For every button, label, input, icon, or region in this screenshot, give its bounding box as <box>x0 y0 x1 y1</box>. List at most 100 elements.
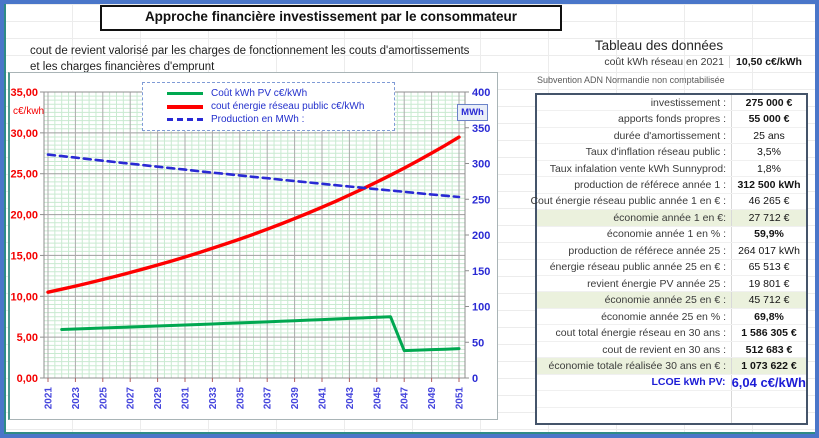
chart-legend: Coût kWh PV c€/kWh cout énergie réseau p… <box>142 82 395 131</box>
row-value[interactable]: 512 683 € <box>745 343 793 356</box>
row-label[interactable]: économie année 1 en % : <box>537 226 732 243</box>
table-note: Subvention ADN Normandie non comptabilis… <box>537 75 725 85</box>
table-row: apports fonds propres : 55 000 € <box>537 111 806 128</box>
row-value[interactable]: 45 712 € <box>748 294 790 307</box>
table-row: énergie réseau public année 25 en € : 65 … <box>537 259 806 276</box>
svg-text:2027: 2027 <box>126 387 137 410</box>
row-label[interactable]: coût kWh réseau en 2021 <box>535 55 730 68</box>
svg-text:50: 50 <box>472 337 484 349</box>
legend-line-blue-dashed-icon <box>167 118 203 121</box>
table-row: durée d'amortissement : 25 ans <box>537 127 806 145</box>
row-label[interactable]: Taux d'inflation réseau public : <box>537 144 732 160</box>
table-row: production de référece année 25 : 264 017… <box>537 243 806 260</box>
row-value[interactable]: 25 ans <box>753 129 785 142</box>
svg-text:100: 100 <box>472 302 490 314</box>
svg-text:350: 350 <box>472 123 490 135</box>
svg-text:5,00: 5,00 <box>17 332 38 344</box>
row-label[interactable]: apports fonds propres : <box>537 111 732 127</box>
row-label[interactable]: Cout énergie réseau public année 1 en € … <box>530 193 732 210</box>
table-row: cout total énergie réseau en 30 ans : 1 5… <box>537 325 806 342</box>
svg-text:0: 0 <box>472 373 478 385</box>
row-value[interactable]: 264 017 kWh <box>738 244 800 257</box>
table-row <box>537 407 806 424</box>
left-axis-unit-label: c€/kwh <box>13 106 45 117</box>
row-value[interactable]: 10,50 c€/kWh <box>736 55 802 68</box>
svg-text:2025: 2025 <box>98 387 109 410</box>
row-label[interactable]: durée d'amortissement : <box>537 127 732 144</box>
svg-text:2029: 2029 <box>153 387 164 410</box>
svg-text:2041: 2041 <box>318 387 329 410</box>
row-value[interactable]: 59,9% <box>754 228 784 241</box>
row-value[interactable]: 55 000 € <box>748 113 790 126</box>
legend-label-production: Production en MWh : <box>211 114 305 125</box>
row-value[interactable] <box>732 408 806 423</box>
table-title: Tableau des données <box>594 38 724 53</box>
row-value[interactable] <box>732 391 806 406</box>
row-label[interactable]: cout de revient en 30 ans : <box>537 341 732 358</box>
table-header-row: coût kWh réseau en 2021 10,50 c€/kWh <box>535 53 808 70</box>
table-row: Taux d'inflation réseau public : 3,5% <box>537 144 806 161</box>
svg-text:2035: 2035 <box>235 387 246 410</box>
row-label[interactable]: Taux infalation vente kWh Sunnyprod: <box>537 160 732 177</box>
row-value[interactable]: 27 712 € <box>748 211 790 224</box>
svg-text:15,00: 15,00 <box>10 250 38 262</box>
table-row: production de référece année 1 : 312 500 … <box>537 177 806 194</box>
svg-text:2037: 2037 <box>263 387 274 410</box>
row-value[interactable]: 275 000 € <box>745 96 793 109</box>
row-label[interactable]: économie année 25 en € : <box>537 292 732 308</box>
svg-text:400: 400 <box>472 87 490 99</box>
svg-text:2021: 2021 <box>44 387 55 410</box>
row-label[interactable]: économie totale réalisée 30 ans en € : <box>537 358 732 374</box>
table-row <box>537 391 806 408</box>
table-row: économie année 1 en % : 59,9% <box>537 226 806 244</box>
table-row: investissement : 275 000 € <box>537 95 806 112</box>
row-value[interactable]: 19 801 € <box>748 277 790 290</box>
row-label[interactable]: production de référece année 25 : <box>537 243 732 259</box>
row-label[interactable]: investissement : <box>537 95 732 111</box>
table-row: LCOE kWh PV: 6,04 c€/kWh <box>537 374 806 392</box>
svg-text:2033: 2033 <box>208 387 219 410</box>
data-table: investissement : 275 000 € apports fonds p… <box>530 93 808 425</box>
row-value[interactable]: 3,5% <box>757 146 781 159</box>
row-label[interactable]: cout total énergie réseau en 30 ans : <box>537 325 732 341</box>
subtitle-line-1: cout de revient valorisé par les charges… <box>30 45 470 57</box>
table-row: économie année 1 en €: 27 712 € <box>537 210 806 227</box>
row-value[interactable]: 1,8% <box>757 162 781 175</box>
row-value[interactable]: 6,04 c€/kWh <box>731 374 806 390</box>
table-row: Taux infalation vente kWh Sunnyprod: 1,8% <box>537 160 806 178</box>
row-label[interactable]: revient énergie PV année 25 : <box>537 275 732 292</box>
svg-text:300: 300 <box>472 159 490 171</box>
table-row: revient énergie PV année 25 : 19 801 € <box>537 275 806 293</box>
row-value[interactable]: 312 500 kWh <box>737 178 801 191</box>
svg-text:2031: 2031 <box>181 387 192 410</box>
row-label[interactable]: production de référece année 1 : <box>537 177 732 193</box>
row-value[interactable]: 1 586 305 € <box>741 327 797 340</box>
row-value[interactable]: 46 265 € <box>748 195 790 208</box>
table-row: économie année 25 en % : 69,8% <box>537 308 806 326</box>
table-row: économie totale réalisée 30 ans en € : 1 … <box>537 358 806 375</box>
svg-text:35,00: 35,00 <box>10 87 38 99</box>
row-label[interactable] <box>537 391 732 407</box>
row-value[interactable]: 69,8% <box>754 310 784 323</box>
subtitle-line-2: et les charges financières d'emprunt <box>30 61 215 73</box>
legend-line-green-icon <box>167 92 203 95</box>
svg-text:2047: 2047 <box>400 387 411 410</box>
row-label[interactable]: économie année 1 en €: <box>537 210 732 226</box>
table-row: Cout énergie réseau public année 1 en € … <box>530 193 806 211</box>
row-value[interactable]: 1 073 622 € <box>741 359 797 372</box>
row-label[interactable] <box>537 407 732 424</box>
row-label[interactable]: économie année 25 en % : <box>537 308 732 325</box>
svg-text:2023: 2023 <box>71 387 82 410</box>
chart-area: 35,00 30,00 25,00 20,00 15,00 10,00 5,00 0,00 40… <box>8 72 498 420</box>
row-value[interactable]: 65 513 € <box>748 261 790 274</box>
table-row: cout de revient en 30 ans : 512 683 € <box>537 341 806 359</box>
svg-text:200: 200 <box>472 230 490 242</box>
row-label[interactable]: énergie réseau public année 25 en € : <box>537 259 732 275</box>
row-label[interactable]: LCOE kWh PV: <box>537 374 732 391</box>
legend-item-reseau: cout énergie réseau public c€/kWh <box>143 101 394 112</box>
right-axis-unit-label: MWh <box>457 104 488 121</box>
svg-text:150: 150 <box>472 266 490 278</box>
svg-text:2049: 2049 <box>427 387 438 410</box>
svg-text:2043: 2043 <box>345 387 356 410</box>
